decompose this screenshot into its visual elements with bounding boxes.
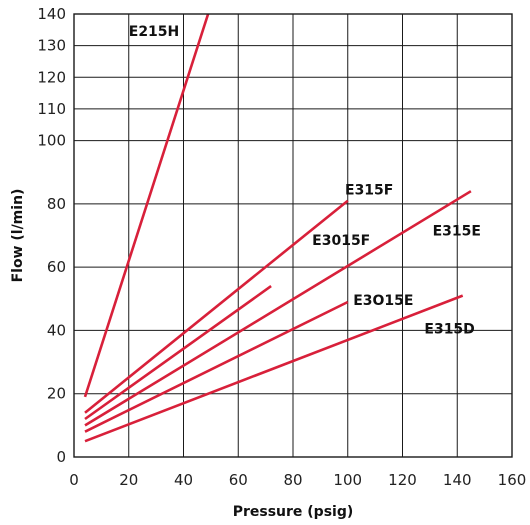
y-tick-label: 40 — [47, 321, 66, 339]
x-tick-labels: 0 20 40 60 80 100 120 140 160 — [69, 471, 526, 489]
x-tick-label: 0 — [69, 471, 79, 489]
series-line-e315d — [84, 294, 464, 443]
y-tick-label: 140 — [37, 5, 66, 23]
x-tick-label: 120 — [388, 471, 417, 489]
series-line-e315e — [84, 190, 472, 427]
y-tick-label: 120 — [37, 68, 66, 86]
y-tick-labels: 0 20 40 60 80 100 110 120 130 140 — [37, 5, 66, 466]
series-line-e3o15e — [84, 300, 349, 433]
grid — [73, 13, 513, 458]
y-axis-title: Flow (l/min) — [10, 189, 26, 283]
series-label: E315D — [424, 322, 474, 338]
y-tick-label: 60 — [47, 258, 66, 276]
x-tick-label: 20 — [119, 471, 138, 489]
x-tick-label: 80 — [283, 471, 302, 489]
series-label: E3O15E — [353, 293, 413, 309]
series-label: E3015F — [312, 233, 370, 249]
series-lines — [83, 13, 472, 443]
x-tick-label: 60 — [229, 471, 248, 489]
x-tick-label: 40 — [174, 471, 193, 489]
series-line-unlabeled-2 — [84, 285, 272, 421]
x-tick-label: 160 — [498, 471, 527, 489]
series-line-e315f — [84, 199, 349, 414]
y-tick-label: 20 — [47, 385, 66, 403]
series-line-e215h — [83, 13, 210, 398]
plot-frame — [73, 13, 513, 458]
y-tick-label: 130 — [37, 37, 66, 55]
y-tick-label: 0 — [56, 448, 66, 466]
y-tick-label: 80 — [47, 195, 66, 213]
series-labels: E215H E315F E3015F E315E E3O15E E315D — [129, 24, 481, 337]
series-label: E215H — [129, 24, 180, 40]
series-label: E315F — [345, 182, 393, 198]
x-tick-label: 100 — [333, 471, 362, 489]
x-tick-label: 140 — [443, 471, 472, 489]
y-tick-label: 110 — [37, 100, 66, 118]
x-axis-title: Pressure (psig) — [233, 504, 354, 520]
y-tick-label: 100 — [37, 132, 66, 150]
series-label: E315E — [433, 224, 481, 240]
